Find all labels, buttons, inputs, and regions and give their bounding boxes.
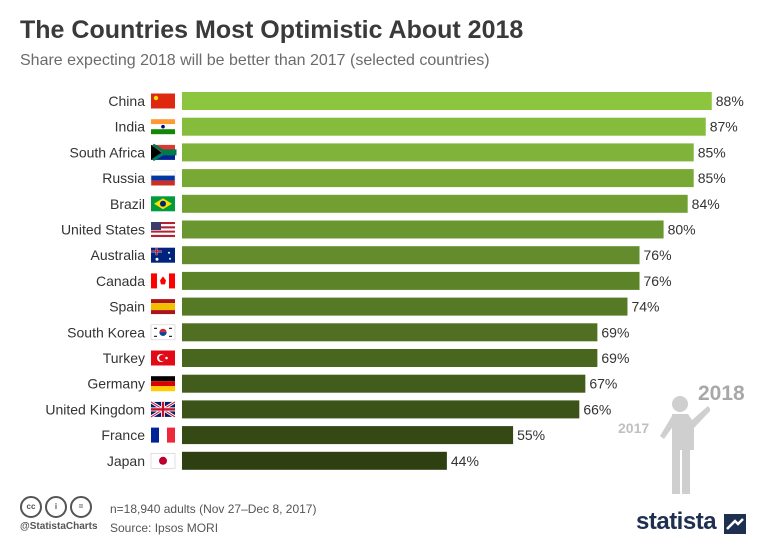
bar-canada <box>182 271 640 290</box>
japan-flag-icon <box>150 452 176 469</box>
usa-flag-icon <box>151 222 175 238</box>
france-flag-icon <box>151 427 175 443</box>
value-label: 85% <box>698 144 726 160</box>
value-label: 67% <box>589 376 617 392</box>
canada-flag-icon <box>151 273 175 289</box>
creative-commons-icon: cc <box>20 496 42 518</box>
value-label: 44% <box>451 453 479 469</box>
south-korea-flag-icon <box>150 324 176 341</box>
value-label: 84% <box>692 196 720 212</box>
category-label: South Korea <box>67 324 145 340</box>
category-label: Germany <box>87 376 145 392</box>
category-label: Spain <box>109 299 145 315</box>
germany-flag-icon <box>151 376 175 392</box>
statista-logo: statista <box>636 508 717 535</box>
value-label: 87% <box>710 119 738 135</box>
statista-logo-mark-icon <box>724 514 746 534</box>
russia-flag-icon <box>150 170 176 186</box>
bar-russia <box>182 169 694 188</box>
bar-china <box>182 92 712 110</box>
chart-subtitle: Share expecting 2018 will be better than… <box>20 52 490 69</box>
spain-flag-icon <box>151 299 175 315</box>
bar-japan <box>182 451 447 470</box>
bar-brazil <box>182 194 688 213</box>
category-label: Brazil <box>110 196 145 212</box>
no-derivatives-icon: = <box>70 496 92 518</box>
year-2017-label: 2017 <box>618 420 650 436</box>
bar-australia <box>182 246 640 265</box>
value-label: 69% <box>601 324 629 340</box>
sample-note: n=18,940 adults (Nov 27–Dec 8, 2017) <box>110 502 317 516</box>
turkey-flag-icon <box>151 350 175 366</box>
bar-united-kingdom <box>182 400 580 419</box>
value-label: 55% <box>517 427 545 443</box>
bar-india <box>182 117 706 136</box>
attribution-icon: i <box>45 496 67 518</box>
value-label: 76% <box>644 273 672 289</box>
twitter-handle: @StatistaCharts <box>20 521 98 532</box>
value-label: 80% <box>668 222 696 238</box>
category-label: United States <box>61 222 145 238</box>
value-label: 69% <box>601 350 629 366</box>
bar-south-korea <box>182 323 598 342</box>
category-label: South Africa <box>70 144 146 160</box>
uk-flag-icon <box>150 400 176 419</box>
bar-south-africa <box>182 143 694 162</box>
brazil-flag-icon <box>151 196 175 212</box>
value-label: 85% <box>698 170 726 186</box>
south-africa-flag-icon <box>151 143 177 162</box>
category-label: India <box>115 119 146 135</box>
license-icons: cc i = <box>20 496 92 518</box>
category-label: France <box>101 427 145 443</box>
australia-flag-icon <box>151 247 175 263</box>
value-label: 76% <box>644 247 672 263</box>
bar-germany <box>182 374 586 393</box>
person-pointing-icon <box>660 396 710 494</box>
value-label: 88% <box>716 93 744 109</box>
bar-united-states <box>182 220 664 239</box>
india-flag-icon <box>151 119 175 135</box>
category-label: United Kingdom <box>45 401 145 417</box>
category-label: Australia <box>91 247 146 263</box>
category-label: China <box>108 93 145 109</box>
category-label: Canada <box>96 273 145 289</box>
category-label: Turkey <box>103 350 145 366</box>
bar-turkey <box>182 349 598 367</box>
category-label: Russia <box>102 170 145 186</box>
bar-france <box>182 426 514 445</box>
china-flag-icon <box>151 93 175 109</box>
bar-spain <box>182 297 628 316</box>
chart-title: The Countries Most Optimistic About 2018 <box>20 16 524 44</box>
source-note: Source: Ipsos MORI <box>110 521 219 535</box>
value-label: 74% <box>631 299 659 315</box>
value-label: 66% <box>583 401 611 417</box>
category-label: Japan <box>107 453 145 469</box>
year-2018-label: 2018 <box>698 382 745 405</box>
